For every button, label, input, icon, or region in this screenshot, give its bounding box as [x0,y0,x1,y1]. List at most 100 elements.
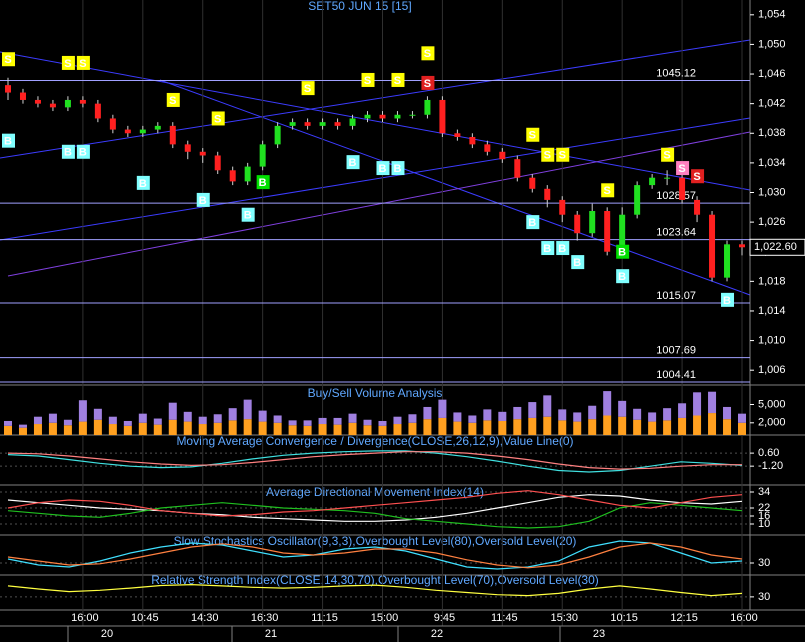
candle-body [214,155,221,171]
volume-bar [108,424,117,435]
signal-marker [76,55,90,70]
candle-body [559,199,566,215]
volume-bar [288,425,297,435]
y-tick-label: 30 [758,591,770,603]
y-tick-label: 16 [758,510,770,522]
volume-bar [483,420,492,435]
signal-label: S [304,83,311,95]
volume-bar [108,416,117,425]
volume-bar [153,418,162,425]
x-tick-label: 12:15 [670,612,698,624]
candle-body [649,177,656,186]
volume-bar [153,424,162,435]
signal-label: S [559,150,566,162]
date-label: 23 [593,628,605,640]
signal-marker [616,269,630,284]
y-tick-label: 1,030 [758,186,786,198]
volume-bar [78,400,87,422]
volume-bar [198,424,207,435]
volume-bar [198,416,207,425]
signal-label: B [618,247,626,259]
volume-bar [93,419,102,435]
volume-bar [228,408,237,421]
signal-marker [556,241,570,256]
volume-bar [258,410,267,422]
candle-body [379,114,386,119]
volume-bar [648,412,657,422]
candle-body [424,99,431,115]
signal-label: S [64,58,71,70]
x-tick-label: 11:45 [491,612,518,624]
volume-bar [213,414,222,423]
volume-bar [723,406,732,420]
signal-label: S [424,48,431,60]
volume-bar [138,422,147,435]
candle-body [154,125,161,130]
signal-marker [721,292,735,307]
volume-bar [678,403,687,418]
volume-bar [4,425,12,435]
volume-bar [183,411,192,422]
volume-bar [603,391,612,416]
volume-bar [738,422,746,435]
signal-label: B [528,217,536,229]
y-tick-label: 30 [758,557,770,569]
candle-body [694,199,701,215]
signal-marker [136,175,150,190]
y-tick-label: 1,034 [758,157,786,169]
candle-body [619,214,626,252]
trend-lines [0,39,751,296]
volume-bar [393,416,402,425]
signal-marker [421,46,435,61]
volume-bar [663,408,672,421]
indicator-line [7,451,742,470]
y-tick-label: 1,010 [758,334,786,346]
volume-bar [78,421,87,435]
signal-marker [2,133,15,148]
volume-bar [543,416,552,435]
volume-bar [648,421,657,435]
candle-body [724,244,731,278]
volume-bar [48,422,57,435]
signal-label: B [558,243,566,255]
candle-body [364,114,371,119]
volume-bar [363,425,372,435]
volume-bar [513,419,522,435]
volume-bar [528,417,537,435]
volume-bar [423,419,432,435]
signal-marker [571,255,585,270]
volume-bar [708,391,717,414]
candle-body [529,177,536,189]
candle-body [739,244,745,248]
indicator-line [7,542,743,569]
signal-label: B [379,163,387,175]
signal-label: B [244,210,252,222]
volume-bar [573,412,582,422]
x-tick-label: 10:45 [131,612,159,624]
y-tick-label: 1,042 [758,98,786,110]
y-tick-label: 1,046 [758,68,786,80]
signal-marker [196,192,210,207]
signal-marker [301,81,315,96]
signal-marker [526,127,540,142]
candle-body [709,214,716,278]
x-tick-label: 16:30 [251,612,279,624]
volume-bar [318,417,327,425]
trend-line [0,51,751,191]
volume-bar [438,417,447,435]
signal-marker [61,55,75,70]
volume-bar [573,421,582,435]
candle-body [169,125,176,145]
signal-label: S [693,171,700,183]
volume-bar [363,419,372,426]
trend-line [0,117,751,241]
level-label: 1023.64 [656,226,696,238]
volume-bar [213,422,222,435]
volume-bar [483,409,492,421]
volume-bar [423,406,432,420]
candle-body [49,103,56,108]
last-price-box [749,238,805,256]
panel-title: Moving Average Convergence / Divergence(… [176,434,573,448]
volume-bar [438,399,447,418]
signal-marker [61,144,75,159]
